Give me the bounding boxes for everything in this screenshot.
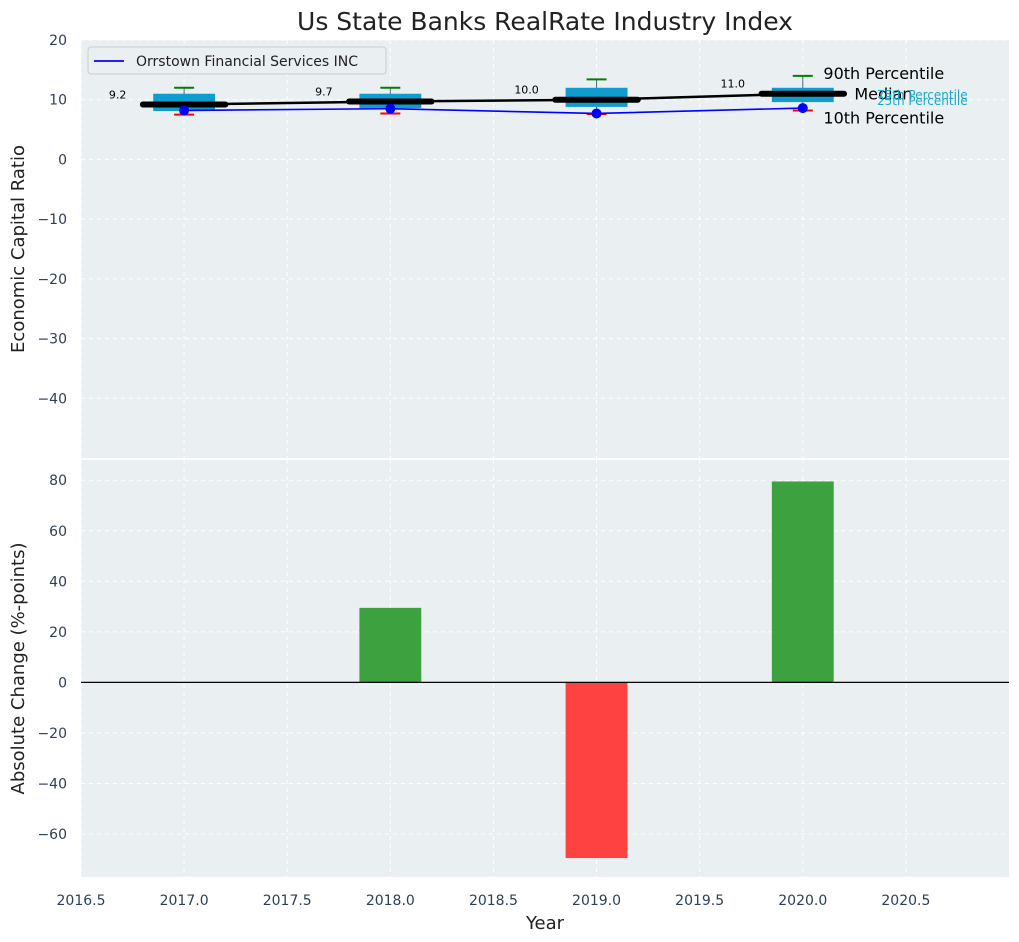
company-point bbox=[591, 108, 602, 119]
x-tick-label: 2019.5 bbox=[675, 893, 724, 909]
annotation-25th-percentile: 25th Percentile bbox=[877, 94, 968, 108]
bottom-y-tick-label: 0 bbox=[58, 675, 67, 691]
bottom-y-tick-label: 60 bbox=[49, 524, 67, 540]
x-tick-label: 2016.5 bbox=[57, 893, 106, 909]
company-point bbox=[385, 103, 396, 114]
company-line bbox=[184, 107, 803, 115]
company-point bbox=[797, 103, 808, 114]
x-tick-label: 2018.0 bbox=[366, 893, 415, 909]
annotation-10th-percentile: 10th Percentile bbox=[823, 108, 944, 127]
x-tick-label: 2017.0 bbox=[160, 893, 209, 909]
legend-label: Orrstown Financial Services INC bbox=[136, 54, 358, 70]
bottom-y-tick-label: 20 bbox=[49, 625, 67, 641]
change-bar bbox=[565, 682, 628, 859]
change-bar bbox=[359, 607, 422, 683]
x-tick-label: 2019.0 bbox=[572, 893, 621, 909]
top-y-tick-label: 10 bbox=[49, 93, 67, 109]
legend-box bbox=[87, 46, 387, 75]
change-bar bbox=[771, 481, 834, 683]
annotation-90th-percentile: 90th Percentile bbox=[823, 64, 944, 83]
median-value-label: 9.7 bbox=[315, 86, 333, 99]
top-y-axis-label: Economic Capital Ratio bbox=[8, 145, 29, 353]
bottom-y-tick-label: −40 bbox=[37, 776, 67, 792]
x-axis-label: Year bbox=[525, 913, 565, 934]
bottom-plot-area bbox=[81, 460, 1009, 877]
median-line bbox=[184, 92, 803, 106]
company-point bbox=[179, 105, 190, 116]
median-value-label: 11.0 bbox=[721, 78, 746, 91]
top-y-tick-label: −30 bbox=[37, 332, 67, 348]
median-value-label: 9.2 bbox=[109, 88, 127, 101]
top-y-tick-label: −40 bbox=[37, 391, 67, 407]
bottom-y-axis-label: Absolute Change (%-points) bbox=[8, 543, 29, 795]
median-value-label: 10.0 bbox=[514, 84, 539, 97]
x-tick-label: 2020.5 bbox=[881, 893, 930, 909]
bottom-y-tick-label: 80 bbox=[49, 473, 67, 489]
annotation-75th-percentile: 75th Percentile bbox=[877, 88, 968, 102]
top-y-tick-label: −10 bbox=[37, 212, 67, 228]
bottom-y-tick-label: 40 bbox=[49, 574, 67, 590]
x-tick-label: 2020.0 bbox=[778, 893, 827, 909]
top-y-tick-label: −20 bbox=[37, 272, 67, 288]
chart-title: Us State Banks RealRate Industry Index bbox=[297, 7, 793, 36]
annotation-median: Median bbox=[854, 85, 912, 104]
top-y-tick-label: 0 bbox=[58, 152, 67, 168]
x-tick-label: 2018.5 bbox=[469, 893, 518, 909]
bottom-y-tick-label: −60 bbox=[37, 827, 67, 843]
bottom-y-tick-label: −20 bbox=[37, 726, 67, 742]
x-tick-label: 2017.5 bbox=[263, 893, 312, 909]
top-y-tick-label: 20 bbox=[49, 33, 67, 49]
